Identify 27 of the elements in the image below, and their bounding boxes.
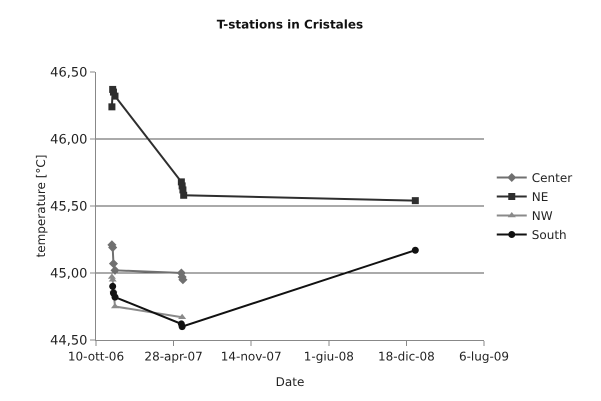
chart-title: T-stations in Cristales <box>216 17 364 32</box>
point <box>180 192 188 199</box>
point <box>108 259 118 268</box>
point <box>412 197 419 204</box>
y-axis-title: temperature [°C] <box>34 154 48 258</box>
point <box>412 246 419 254</box>
y-tick-label: 45,50 <box>50 200 88 215</box>
y-tick-label: 44,50 <box>50 334 88 349</box>
legend-label: Center <box>532 171 572 186</box>
legend-label: South <box>532 228 567 242</box>
point <box>108 103 116 110</box>
point <box>112 294 119 301</box>
point <box>178 323 186 330</box>
x-axis-title: Date <box>276 375 304 389</box>
x-tick-label: 18-dic-08 <box>378 349 435 364</box>
y-tick-label: 46,50 <box>50 66 88 81</box>
y-tick-label: 46,00 <box>50 132 88 148</box>
x-tick-label: 28-apr-07 <box>144 349 203 364</box>
x-tick-label: 14-nov-07 <box>220 349 282 364</box>
x-tick-label: 6-lug-09 <box>458 349 510 364</box>
x-tick-label: 1-giu-08 <box>304 349 354 364</box>
legend-label: NW <box>532 209 553 224</box>
point <box>109 282 116 290</box>
point <box>110 266 120 275</box>
y-tick-label: 45,00 <box>50 266 88 282</box>
x-tick-label: 10-ott-06 <box>68 349 124 364</box>
legend-label: NE <box>532 190 548 204</box>
